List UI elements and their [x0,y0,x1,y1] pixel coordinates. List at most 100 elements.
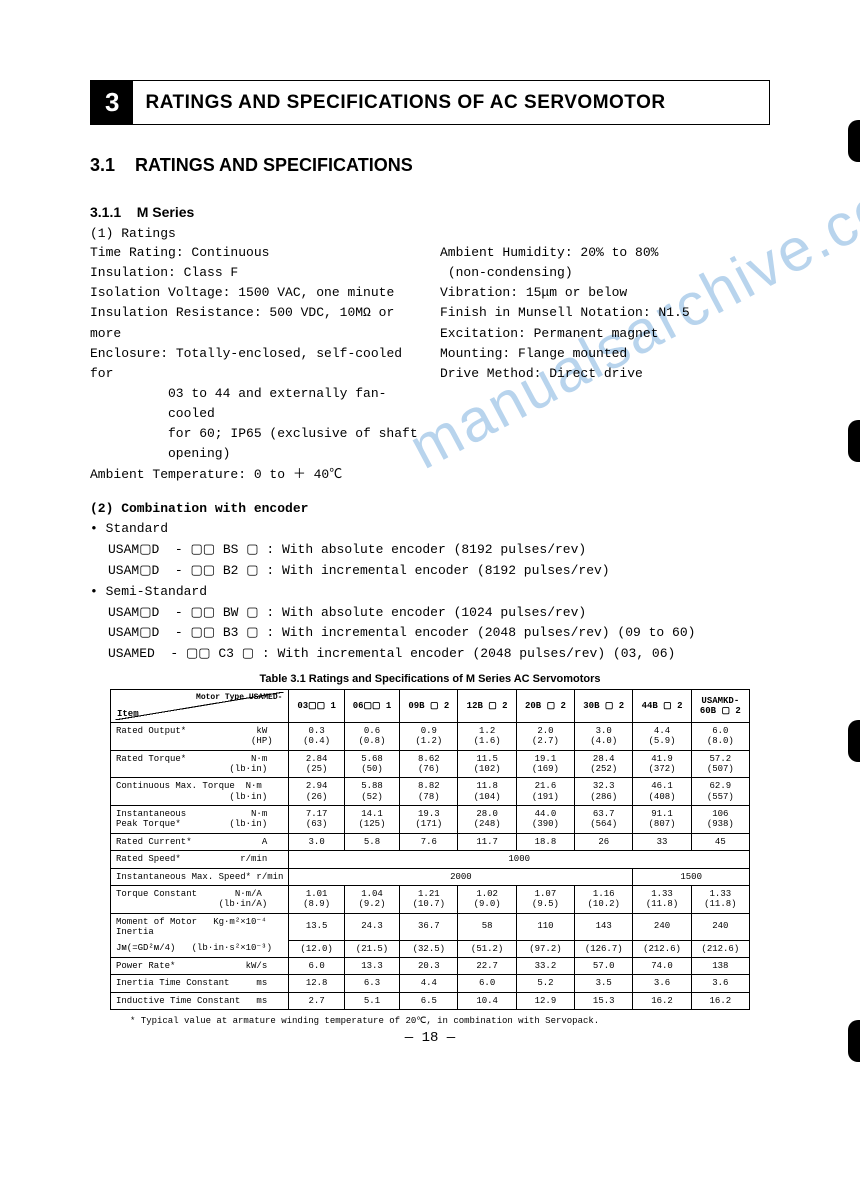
ratings-line: Mounting: Flange mounted [440,344,770,364]
col-header: 30B ▢ 2 [575,690,633,723]
value-cell: 138 [691,958,749,975]
value-cell: 143 [575,913,633,940]
value-cell: 57.0 [575,958,633,975]
ratings-line: Insulation Resistance: 500 VDC, 10MΩ or … [90,303,420,343]
value-cell: 12.8 [289,975,344,992]
value-cell: 1.02 (9.0) [458,885,516,913]
value-cell: 3.0 (4.0) [575,723,633,751]
ratings-line: Ambient Humidity: 20% to 80% [440,243,770,263]
col-header: 12B ▢ 2 [458,690,516,723]
value-cell: 1.04 (9.2) [344,885,399,913]
edge-tab [848,1020,860,1062]
table-row: Rated Current* A3.05.87.611.718.8263345 [111,833,750,850]
subsection-title-text: M Series [137,204,195,220]
value-cell: 24.3 [344,913,399,940]
ratings-block: Time Rating: Continuous Insulation: Clas… [90,243,770,485]
value-cell: 33.2 [516,958,574,975]
value-cell: 3.0 [289,833,344,850]
value-cell: 18.8 [516,833,574,850]
table-header-row: Motor Type USAMED- Item 03▢▢ 1 06▢▢ 1 09… [111,690,750,723]
subsection-title: 3.1.1 M Series [90,204,770,220]
value-cell: 45 [691,833,749,850]
ratings-line: (non-condensing) [440,263,770,283]
value-cell: 5.2 [516,975,574,992]
value-cell: (212.6) [633,940,691,957]
value-cell: 1.21 (10.7) [400,885,458,913]
footnote: * Typical value at armature winding temp… [130,1016,770,1026]
table-row: Inductive Time Constant ms2.75.16.510.41… [111,992,750,1009]
value-cell: 6.5 [400,992,458,1009]
value-cell: 6.0 [458,975,516,992]
ratings-heading: (1) Ratings [90,226,770,241]
chapter-title: RATINGS AND SPECIFICATIONS OF AC SERVOMO… [133,81,677,124]
value-cell: 13.5 [289,913,344,940]
value-cell: 11.8 (104) [458,778,516,806]
value-cell: (32.5) [400,940,458,957]
ratings-line: Time Rating: Continuous [90,243,420,263]
value-cell: 2.84 (25) [289,750,344,778]
col-header: 44B ▢ 2 [633,690,691,723]
combo-line: USAM▢D - ▢▢ BW ▢ : With absolute encoder… [90,603,770,624]
item-cell: Rated Current* A [111,833,289,850]
col-header: 06▢▢ 1 [344,690,399,723]
value-cell: 3.6 [633,975,691,992]
value-cell: 7.6 [400,833,458,850]
table-row: Instantaneous N·m Peak Torque* (lb·in)7.… [111,806,750,834]
col-header: 09B ▢ 2 [400,690,458,723]
value-cell: 3.6 [691,975,749,992]
item-cell: Torque Constant N·m/A (lb·in/A) [111,885,289,913]
value-cell: 58 [458,913,516,940]
value-cell: 21.6 (191) [516,778,574,806]
combo-line: USAM▢D - ▢▢ BS ▢ : With absolute encoder… [90,540,770,561]
value-cell: 4.4 (5.9) [633,723,691,751]
combo-heading: (2) Combination with encoder [90,499,770,520]
value-cell: (97.2) [516,940,574,957]
combination-section: (2) Combination with encoder • Standard … [90,499,770,665]
value-cell: 1.01 (8.9) [289,885,344,913]
ratings-line: Drive Method: Direct drive [440,364,770,384]
value-cell: (126.7) [575,940,633,957]
combo-line: USAMED - ▢▢ C3 ▢ : With incremental enco… [90,644,770,665]
value-cell: 1.07 (9.5) [516,885,574,913]
value-cell: 4.4 [400,975,458,992]
item-cell: Moment of Motor Kg·m²×10⁻⁴ Inertia [111,913,289,940]
col-header: USAMKD- 60B ▢ 2 [691,690,749,723]
value-cell: 16.2 [633,992,691,1009]
value-cell: 20.3 [400,958,458,975]
value-cell: 2.7 [289,992,344,1009]
value-cell: 19.1 (169) [516,750,574,778]
page-number: — 18 — [90,1030,770,1046]
combo-semistandard-label: • Semi-Standard [90,582,770,603]
value-cell: 240 [633,913,691,940]
value-cell: 1000 [289,851,750,868]
value-cell: 110 [516,913,574,940]
item-cell: Instantaneous Max. Speed* r/min [111,868,289,885]
combo-line: USAM▢D - ▢▢ B2 ▢ : With incremental enco… [90,561,770,582]
edge-tab [848,120,860,162]
value-cell: 8.62 (76) [400,750,458,778]
item-cell: Instantaneous N·m Peak Torque* (lb·in) [111,806,289,834]
value-cell: (212.6) [691,940,749,957]
table-row: Rated Torque* N·m (lb·in)2.84 (25)5.68 (… [111,750,750,778]
value-cell: 28.4 (252) [575,750,633,778]
value-cell: 240 [691,913,749,940]
ratings-line: Excitation: Permanent magnet [440,324,770,344]
value-cell: 2.94 (26) [289,778,344,806]
value-cell: 26 [575,833,633,850]
section-title: 3.1 RATINGS AND SPECIFICATIONS [90,155,770,176]
ratings-line: Insulation: Class F [90,263,420,283]
value-cell: (12.0) [289,940,344,957]
value-cell: 6.3 [344,975,399,992]
value-cell: 41.9 (372) [633,750,691,778]
value-cell: 14.1 (125) [344,806,399,834]
value-cell: 1.16 (10.2) [575,885,633,913]
value-cell: 10.4 [458,992,516,1009]
value-cell: 44.0 (390) [516,806,574,834]
section-title-text: RATINGS AND SPECIFICATIONS [135,155,413,175]
item-cell: Inertia Time Constant ms [111,975,289,992]
value-cell: 36.7 [400,913,458,940]
subsection-number: 3.1.1 [90,204,121,220]
value-cell: 57.2 (507) [691,750,749,778]
section-number: 3.1 [90,155,115,175]
value-cell: 1500 [633,868,750,885]
